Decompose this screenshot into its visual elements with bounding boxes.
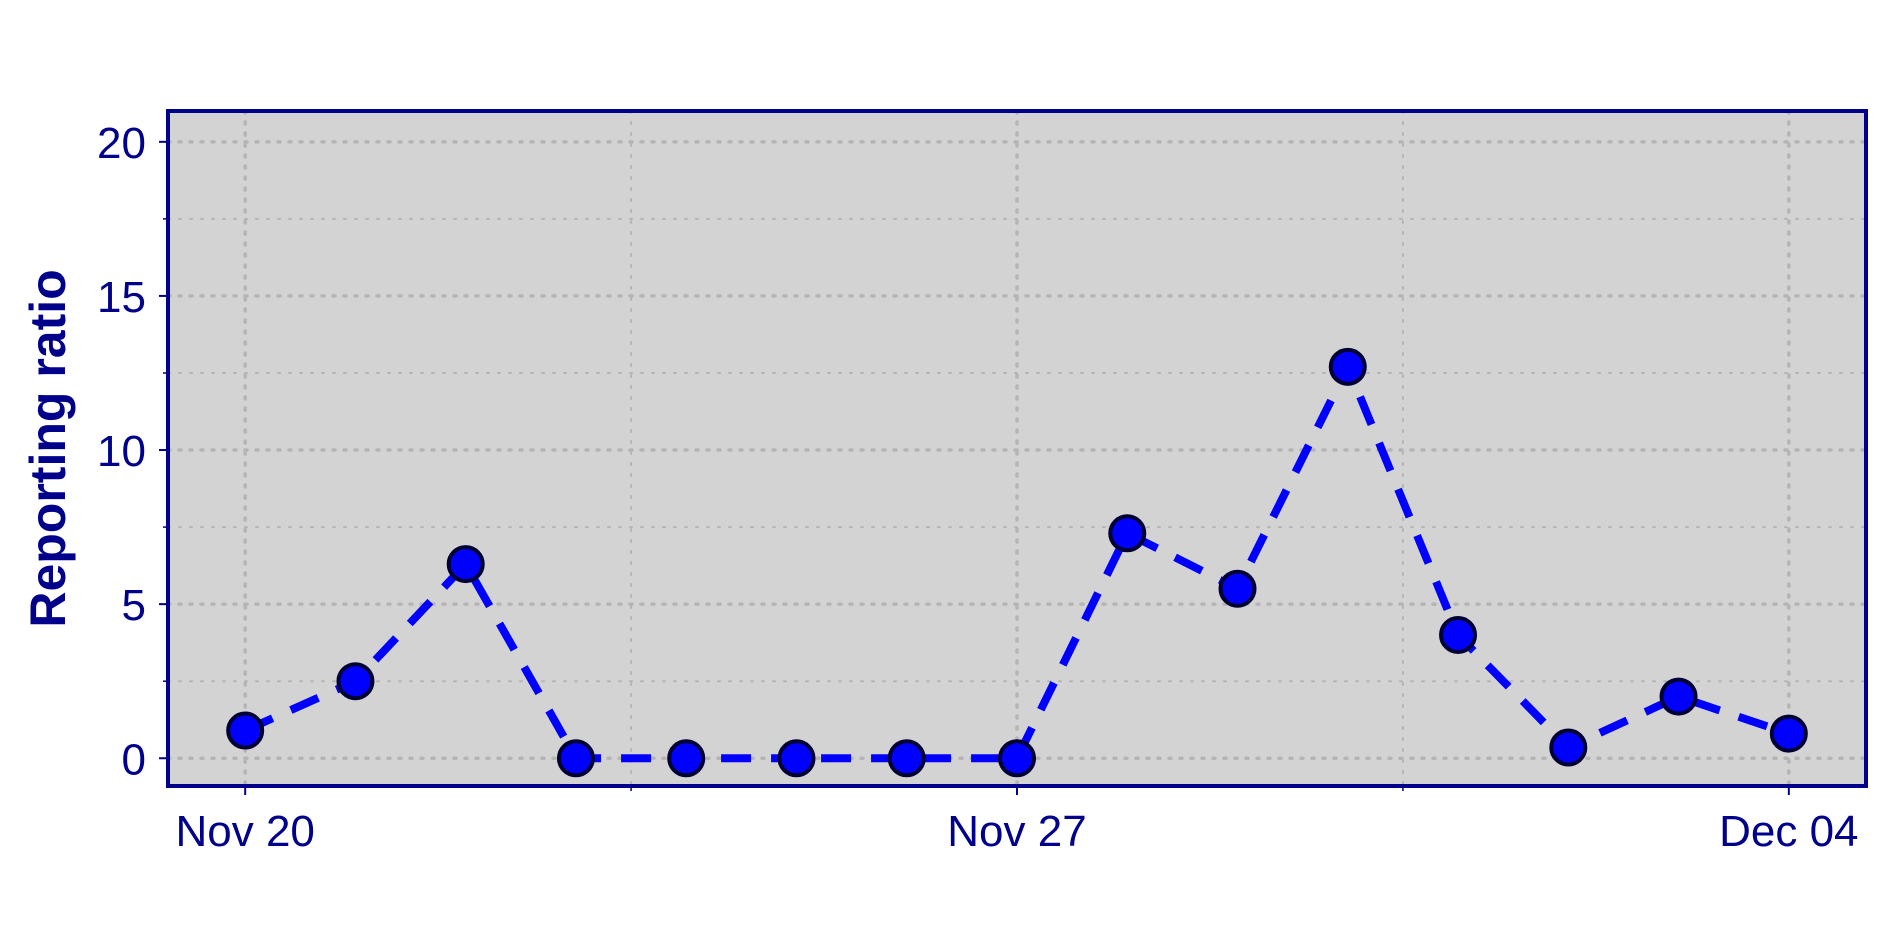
y-tick-label: 10 xyxy=(97,427,146,476)
y-tick-label: 0 xyxy=(122,735,146,784)
data-point xyxy=(1659,677,1698,716)
data-point xyxy=(998,739,1036,778)
x-tick-label: Dec 04 xyxy=(1719,807,1858,856)
data-point xyxy=(1549,728,1588,767)
x-tick-label: Nov 20 xyxy=(175,807,314,856)
data-point xyxy=(1769,714,1808,753)
data-point xyxy=(1328,347,1367,386)
series-line xyxy=(243,362,1791,763)
data-point xyxy=(1108,514,1147,553)
data-point xyxy=(1439,615,1478,654)
y-tick-label: 15 xyxy=(97,273,146,322)
x-tick-label: Nov 27 xyxy=(947,807,1086,856)
data-point xyxy=(1218,569,1257,608)
data-point xyxy=(336,662,375,701)
y-tick-label: 20 xyxy=(97,119,146,168)
data-point xyxy=(446,545,485,584)
data-point xyxy=(667,739,706,778)
data-point xyxy=(887,739,926,778)
data-point xyxy=(226,711,265,750)
data-point xyxy=(777,739,816,778)
data-point xyxy=(556,739,595,778)
y-tick-label: 5 xyxy=(122,581,146,630)
y-axis-label: Reporting ratio xyxy=(20,269,76,627)
